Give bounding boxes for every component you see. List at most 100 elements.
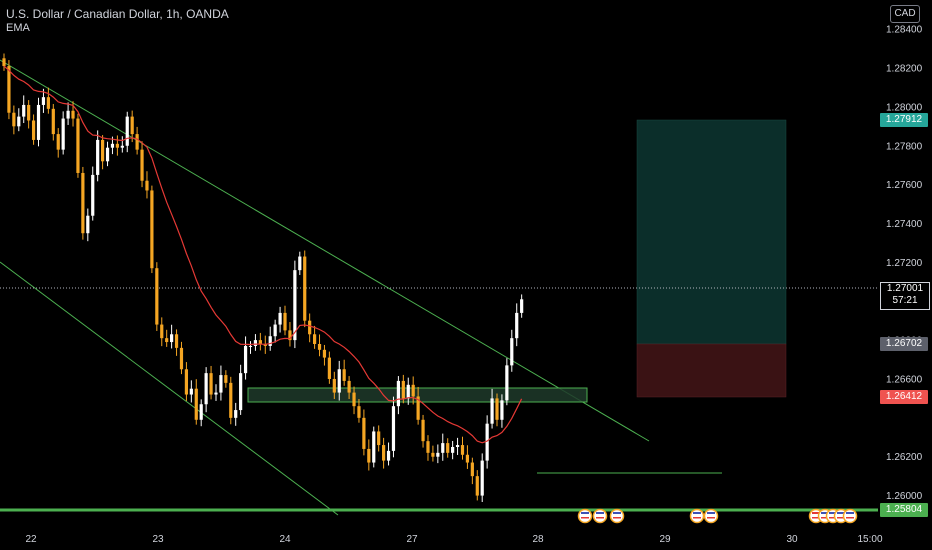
- candle-body: [283, 312, 287, 331]
- candle-body: [441, 443, 445, 453]
- candle-body: [446, 443, 450, 453]
- candle-body: [224, 375, 228, 383]
- take-profit-zone[interactable]: [636, 119, 787, 345]
- candle-body: [436, 452, 440, 457]
- candle-body: [431, 452, 435, 457]
- candle-body: [219, 375, 223, 393]
- candle-body: [367, 448, 371, 463]
- candle-body: [500, 400, 504, 420]
- flag-stripe: [596, 512, 604, 514]
- flag-stripe: [837, 517, 845, 519]
- flag-stripe: [596, 517, 604, 519]
- candle-body: [145, 180, 149, 191]
- candle-body: [406, 384, 410, 399]
- candle-body: [505, 365, 509, 401]
- candle-body: [268, 336, 272, 346]
- candle-body: [263, 343, 267, 346]
- candle-body: [298, 256, 302, 271]
- flag-stripe: [846, 512, 854, 514]
- us-flag-icon[interactable]: [689, 508, 705, 524]
- price-tick-label: 1.27800: [886, 141, 923, 152]
- candle-body: [204, 373, 208, 405]
- candle-body: [110, 143, 115, 148]
- candle-body: [66, 110, 70, 119]
- flag-stripe: [812, 512, 820, 514]
- candle-body: [362, 417, 366, 449]
- lower-channel-line[interactable]: [0, 261, 339, 516]
- last-price-value: 1.27001: [886, 283, 924, 294]
- us-flag-icon[interactable]: [609, 508, 625, 524]
- price-tick-label: 1.27600: [886, 180, 923, 191]
- candle-body: [189, 388, 193, 395]
- currency-button[interactable]: CAD: [890, 5, 920, 23]
- price-axis[interactable]: 1.28400 1.28200 1.28000 1.27800 1.27600 1.274…: [886, 25, 923, 502]
- candle-body: [27, 104, 31, 121]
- flag-stripe: [693, 512, 701, 514]
- candle-body: [96, 139, 100, 175]
- candle-body: [332, 378, 336, 393]
- candle-body: [347, 380, 351, 393]
- candle-body: [273, 324, 277, 337]
- flag-stripe: [581, 517, 589, 519]
- candles-layer: [2, 53, 524, 502]
- us-flag-icon[interactable]: [703, 508, 719, 524]
- economic-events: [577, 508, 858, 524]
- price-tick-label: 1.28400: [886, 25, 923, 36]
- candle-body: [76, 118, 80, 173]
- candle-body: [120, 145, 124, 148]
- candle-body: [352, 392, 356, 407]
- candle-body: [520, 299, 524, 313]
- candle-body: [199, 404, 203, 420]
- time-tick-label: 24: [279, 534, 291, 545]
- price-tick-label: 1.27200: [886, 258, 923, 269]
- candle-body: [179, 347, 184, 370]
- flag-stripe: [812, 517, 820, 519]
- candle-body: [209, 373, 213, 395]
- candle-body: [377, 431, 381, 446]
- us-flag-icon[interactable]: [577, 508, 593, 524]
- candle-body: [455, 445, 460, 447]
- flag-stripe: [613, 517, 621, 519]
- ema-indicator-label[interactable]: EMA: [6, 22, 30, 34]
- candle-body: [101, 139, 105, 162]
- candle-body: [165, 338, 169, 343]
- flag-stripe: [829, 517, 837, 519]
- candle-body: [7, 66, 11, 113]
- candle-body: [322, 349, 327, 358]
- candle-body: [239, 373, 243, 411]
- candle-body: [253, 340, 258, 346]
- flag-stripe: [613, 512, 621, 514]
- us-flag-icon[interactable]: [592, 508, 608, 524]
- candle-body: [396, 380, 400, 407]
- candle-body: [140, 149, 144, 181]
- symbol-title[interactable]: U.S. Dollar / Canadian Dollar, 1h, OANDA: [6, 7, 229, 21]
- flag-stripe: [821, 512, 829, 514]
- candle-body: [46, 97, 50, 109]
- bar-countdown: 57:21: [892, 295, 918, 306]
- flag-stripe: [707, 517, 715, 519]
- candle-body: [490, 398, 494, 424]
- candle-body: [411, 384, 415, 397]
- entry-price-tag: 1.26702: [880, 337, 928, 351]
- candle-body: [160, 324, 164, 339]
- time-tick-label: 22: [25, 534, 37, 545]
- candle-body: [386, 450, 391, 461]
- candle-body: [357, 406, 361, 418]
- candle-body: [258, 340, 262, 344]
- candle-body: [61, 118, 65, 150]
- candle-body: [51, 108, 55, 135]
- candle-body: [421, 419, 425, 442]
- time-axis[interactable]: 22 23 24 27 28 29 30 15:00: [25, 534, 883, 545]
- candle-body: [12, 112, 16, 127]
- upper-channel-line[interactable]: [0, 59, 650, 442]
- candle-body: [243, 345, 248, 374]
- candle-body: [170, 334, 174, 343]
- candle-body: [342, 369, 346, 381]
- price-tick-label: 1.26200: [886, 452, 923, 463]
- flag-stripe: [581, 512, 589, 514]
- stop-loss-zone[interactable]: [636, 343, 787, 398]
- candle-body: [312, 334, 317, 344]
- candle-body: [460, 445, 465, 455]
- us-flag-icon[interactable]: [842, 508, 858, 524]
